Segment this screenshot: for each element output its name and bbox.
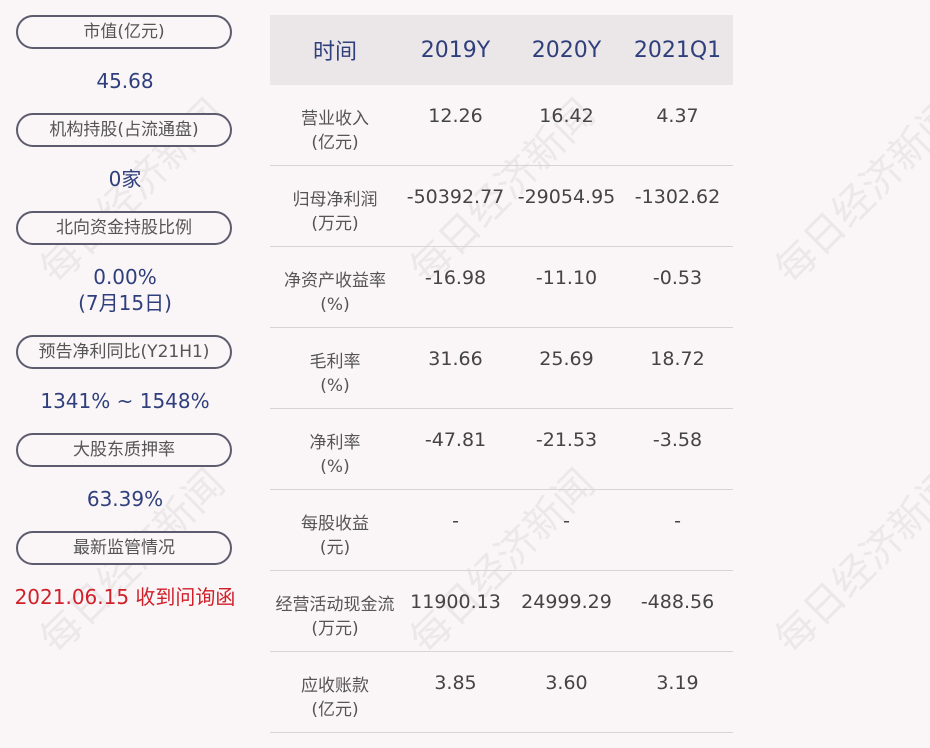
row-label-name: 净利率 xyxy=(309,433,361,453)
row-label: 净利率 (%) xyxy=(270,409,400,489)
cell-value: -47.81 xyxy=(424,429,487,451)
row-label: 营业收入 (亿元) xyxy=(270,85,400,165)
table-row: 毛利率 (%) 31.66 25.69 18.72 xyxy=(270,328,733,409)
cell-value: 3.85 xyxy=(434,672,477,694)
header-2021q1: 2021Q1 xyxy=(633,37,722,63)
row-label: 毛利率 (%) xyxy=(270,328,400,408)
cell-value: -11.10 xyxy=(535,267,598,289)
northbound-ratio-value: 0.00% xyxy=(93,265,157,289)
table-row: 净利率 (%) -47.81 -21.53 -3.58 xyxy=(270,409,733,490)
row-label: 每股收益 (元) xyxy=(270,490,400,570)
institution-holding-label: 机构持股(占流通盘) xyxy=(16,113,232,147)
table-row: 净资产收益率 (%) -16.98 -11.10 -0.53 xyxy=(270,247,733,328)
row-label-unit: (亿元) xyxy=(311,700,359,720)
row-label-name: 毛利率 xyxy=(309,352,361,372)
row-label-name: 每股收益 xyxy=(301,514,369,534)
row-label-name: 归母净利润 xyxy=(292,190,378,210)
table-row: 每股收益 (元) - - - xyxy=(270,490,733,571)
pledge-ratio-label: 大股东质押率 xyxy=(16,433,232,467)
institution-holding-value: 0家 xyxy=(108,167,142,191)
row-label-unit: (万元) xyxy=(311,619,359,639)
cell-value: -3.58 xyxy=(652,429,703,451)
header-time: 时间 xyxy=(312,40,357,65)
row-label-name: 应收账款 xyxy=(301,676,369,696)
cell-value: 24999.29 xyxy=(521,591,612,613)
row-label: 净资产收益率 (%) xyxy=(270,247,400,327)
row-label-name: 经营活动现金流 xyxy=(275,595,395,615)
forecast-profit-value: 1341% ~ 1548% xyxy=(40,389,210,413)
cell-value: 18.72 xyxy=(650,348,705,370)
table-row: 经营活动现金流 (万元) 11900.13 24999.29 -488.56 xyxy=(270,571,733,652)
cell-value: 3.60 xyxy=(545,672,588,694)
cell-value: 16.42 xyxy=(539,105,594,127)
cell-value: -50392.77 xyxy=(406,186,505,208)
cell-value: 11900.13 xyxy=(410,591,501,613)
cell-value: -21.53 xyxy=(535,429,598,451)
cell-value: 31.66 xyxy=(428,348,483,370)
cell-value: 12.26 xyxy=(428,105,483,127)
row-label-name: 净资产收益率 xyxy=(284,271,386,291)
header-2020y: 2020Y xyxy=(531,37,602,63)
regulation-label: 最新监管情况 xyxy=(16,531,232,565)
cell-value: -16.98 xyxy=(424,267,487,289)
row-label-unit: (元) xyxy=(319,538,351,558)
cell-value: 3.19 xyxy=(656,672,699,694)
row-label: 应收账款 (亿元) xyxy=(270,652,400,732)
row-label-name: 营业收入 xyxy=(301,109,369,129)
forecast-profit-label: 预告净利同比(Y21H1) xyxy=(16,335,232,369)
table-row: 应收账款 (亿元) 3.85 3.60 3.19 xyxy=(270,652,733,733)
cell-value: - xyxy=(563,510,570,532)
regulation-value: 2021.06.15 收到问询函 xyxy=(14,585,236,609)
row-label: 归母净利润 (万元) xyxy=(270,166,400,246)
market-cap-label: 市值(亿元) xyxy=(16,15,232,49)
row-label-unit: (万元) xyxy=(311,214,359,234)
northbound-ratio-date: (7月15日) xyxy=(78,291,172,315)
row-label-unit: (%) xyxy=(320,376,350,396)
header-2019y: 2019Y xyxy=(420,37,491,63)
watermark-text: 每日经济新闻 xyxy=(766,90,930,293)
cell-value: -29054.95 xyxy=(517,186,616,208)
market-cap-value: 45.68 xyxy=(96,69,154,93)
row-label: 经营活动现金流 (万元) xyxy=(270,571,400,651)
row-label-unit: (亿元) xyxy=(311,133,359,153)
financial-table: 时间 2019Y 2020Y 2021Q1 营业收入 (亿元) 12.26 16.… xyxy=(270,15,733,733)
pledge-ratio-value: 63.39% xyxy=(86,487,164,511)
cell-value: - xyxy=(452,510,459,532)
cell-value: - xyxy=(674,510,681,532)
cell-value: 4.37 xyxy=(656,105,699,127)
row-label-unit: (%) xyxy=(320,295,350,315)
cell-value: -488.56 xyxy=(640,591,715,613)
table-row: 营业收入 (亿元) 12.26 16.42 4.37 xyxy=(270,85,733,166)
table-row: 归母净利润 (万元) -50392.77 -29054.95 -1302.62 xyxy=(270,166,733,247)
cell-value: 25.69 xyxy=(539,348,594,370)
row-label-unit: (%) xyxy=(320,457,350,477)
cell-value: -0.53 xyxy=(652,267,703,289)
table-header: 时间 2019Y 2020Y 2021Q1 xyxy=(270,15,733,85)
cell-value: -1302.62 xyxy=(634,186,721,208)
northbound-ratio-label: 北向资金持股比例 xyxy=(16,211,232,245)
watermark-text: 每日经济新闻 xyxy=(766,460,930,663)
